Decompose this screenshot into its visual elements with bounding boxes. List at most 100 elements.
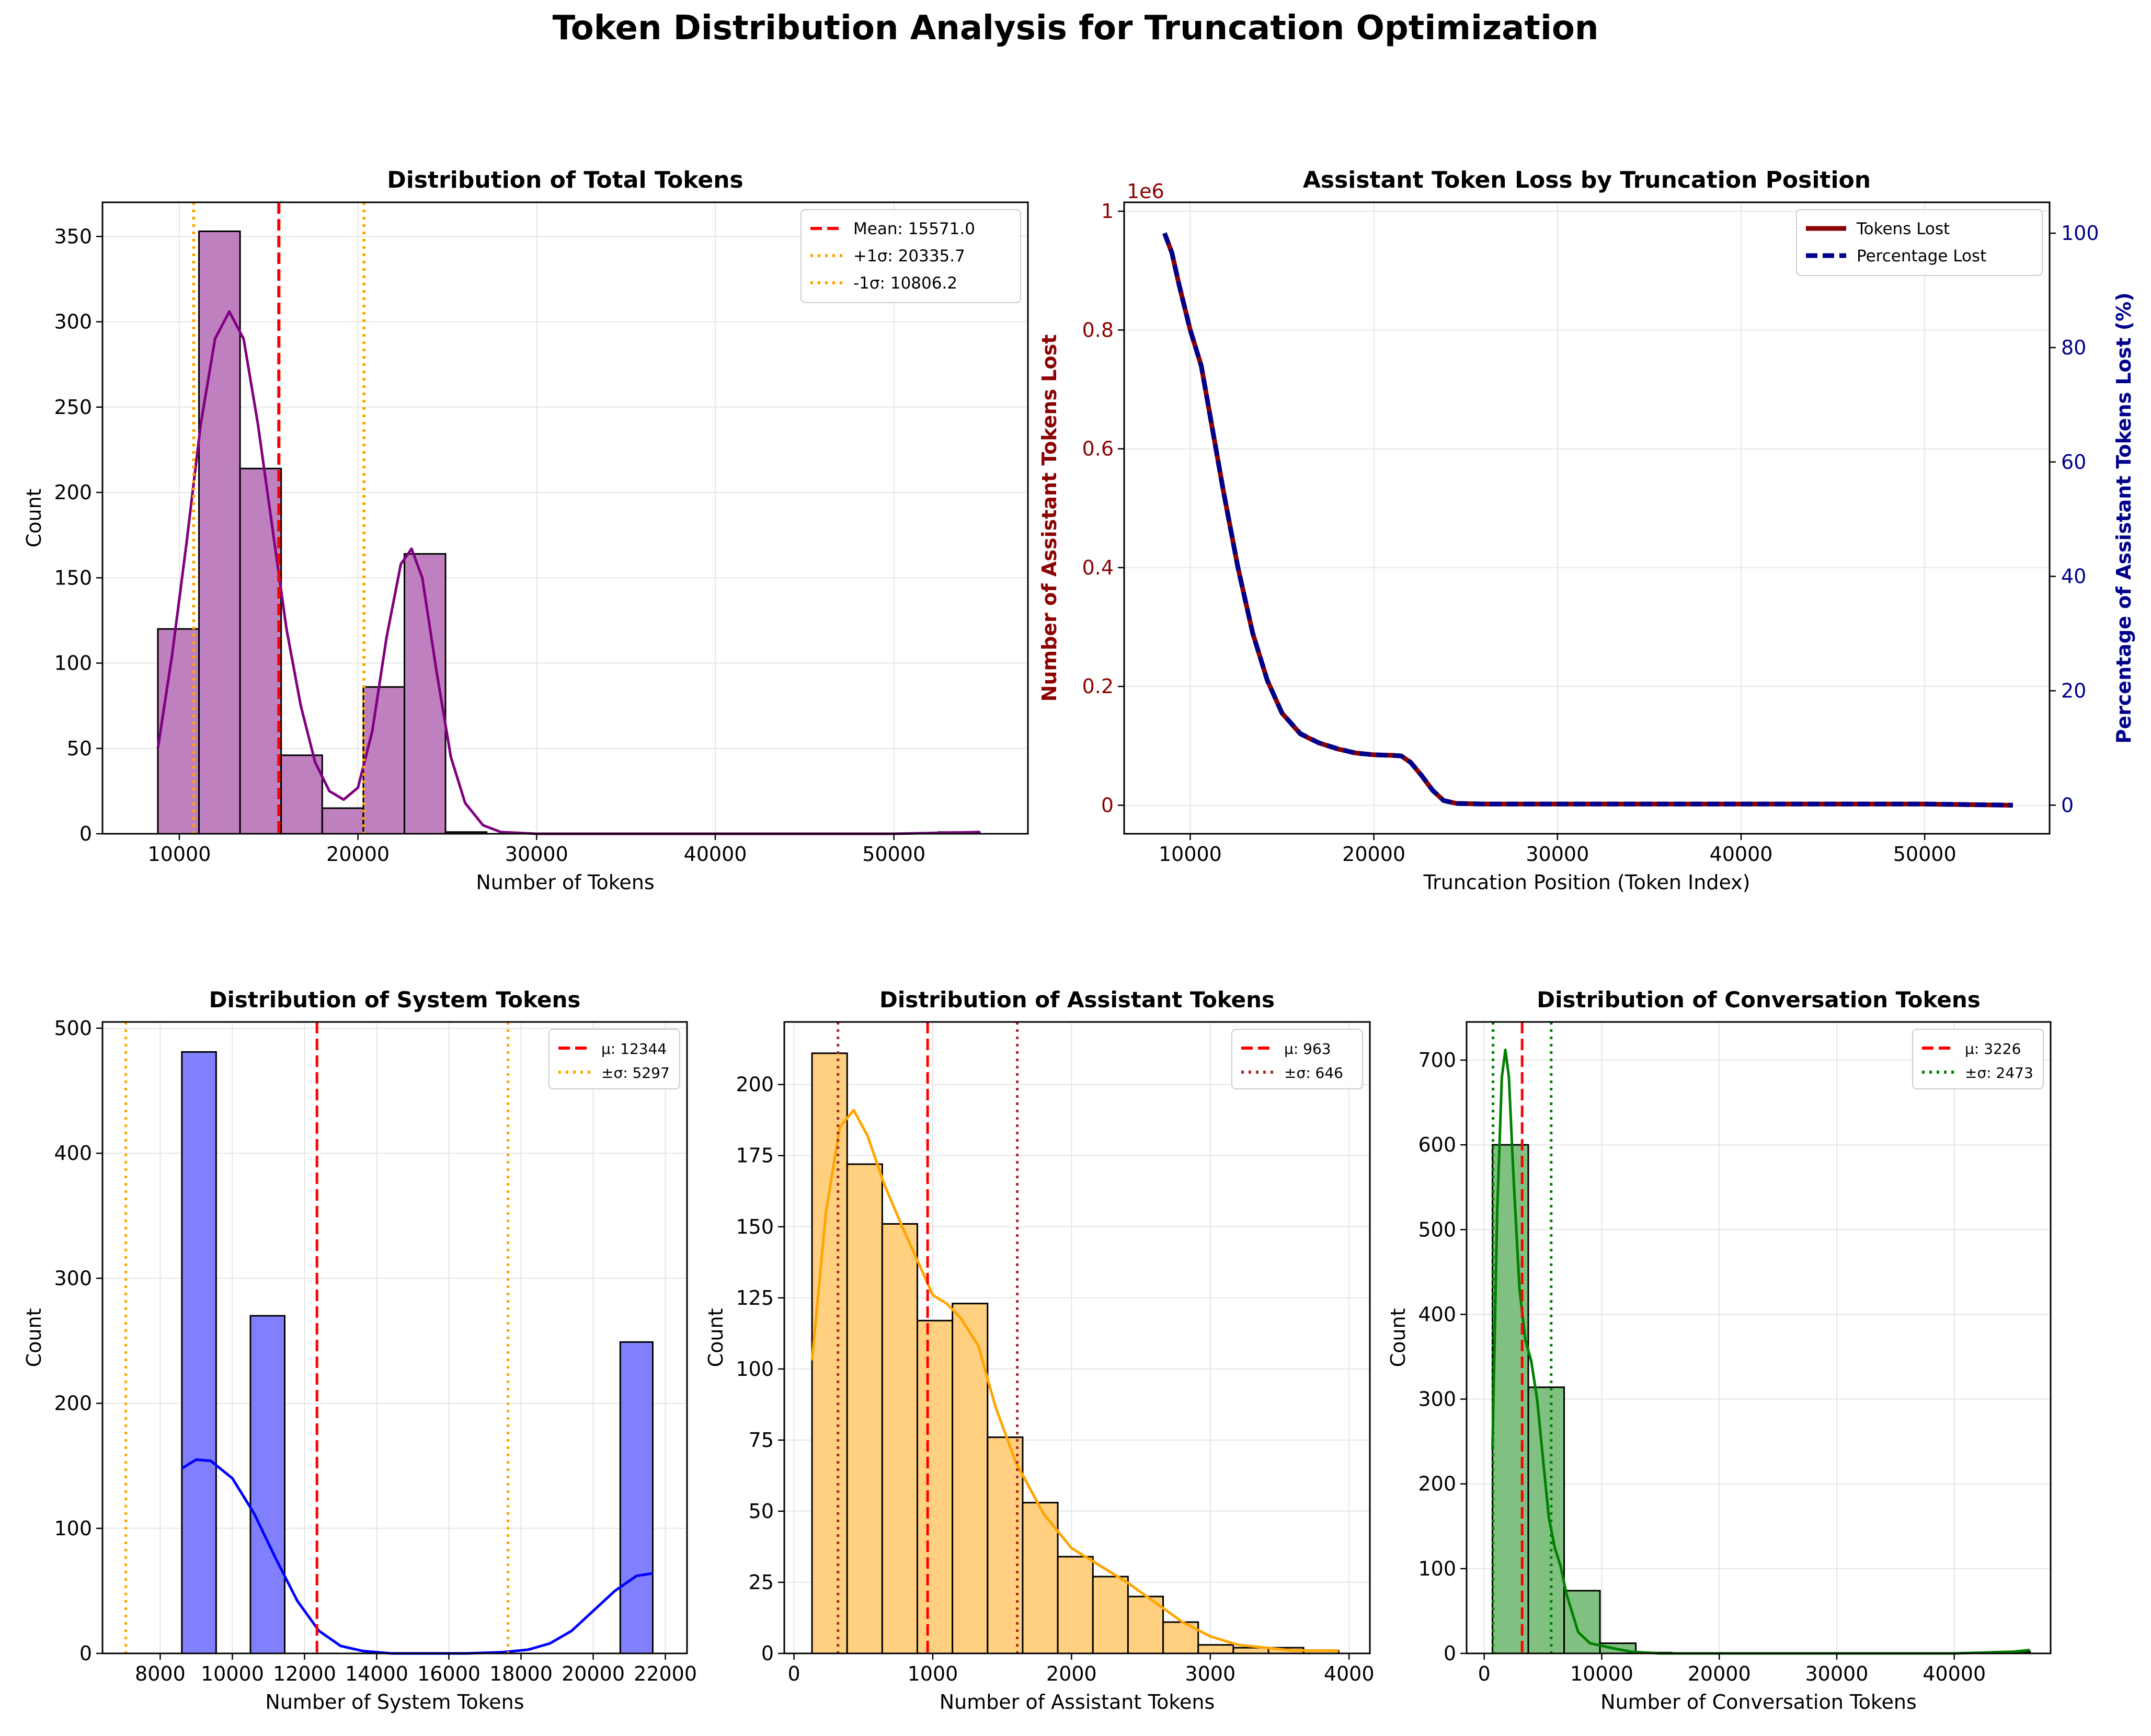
y-axis-label: Number of Assistant Tokens Lost [1038,335,1061,702]
x-tick-label: 1000 [908,1662,958,1685]
y-tick-label: 1 [1101,200,1114,223]
y2-tick-label: 40 [2061,565,2086,588]
legend: μ: 963 ±σ: 646 [1231,1029,1363,1089]
x-tick-label: 4000 [1324,1662,1375,1685]
y-tick-label: 250 [54,396,92,419]
y-tick-label: 500 [54,1017,92,1040]
y-tick-label: 300 [54,1267,92,1290]
x-tick-label: 10000 [1159,843,1222,866]
y-tick-label: 50 [749,1500,774,1523]
y-tick-label: 300 [1418,1388,1456,1411]
y-tick-label: 125 [736,1286,774,1309]
histogram-bar [239,467,282,835]
panel-title: Distribution of Conversation Tokens [1537,987,1980,1013]
y-tick-label: 75 [749,1429,774,1452]
legend-label: μ: 963 [1284,1040,1331,1057]
x-tick-label: 0 [787,1662,800,1685]
histogram-bar [321,807,364,835]
x-tick-label: 10000 [147,843,211,866]
x-tick-label: 30000 [1526,843,1589,866]
x-tick-label: 0 [1478,1662,1491,1685]
legend: Mean: 15571.0 +1σ: 20335.7 -1σ: 10806.2 [800,209,1021,303]
x-tick-label: 20000 [326,843,390,866]
series-line [1162,232,2013,808]
x-tick-label: 20000 [1342,843,1405,866]
chart-loss: 10000 20000 30000 40000 5000000.20.40.60.810… [1038,167,2135,894]
histogram-bar [249,1315,286,1654]
offset-text: 1e6 [1127,180,1164,203]
y-tick-label: 0 [1101,794,1114,817]
figure-title: Token Distribution Analysis for Truncati… [553,9,1599,48]
y2-tick-label: 100 [2061,222,2099,245]
y-tick-label: 400 [1418,1303,1456,1326]
legend-label: μ: 3226 [1965,1040,2021,1057]
legend: μ: 12344 ±σ: 5297 [548,1029,680,1089]
histogram-bar [846,1163,883,1654]
histogram-bar [917,1319,954,1654]
y-tick-label: 200 [54,481,92,504]
x-axis-label: Number of System Tokens [265,1691,524,1714]
chart-conversation: 0 10000 20000 30000 40000 0 100 200 300 400 500 600… [1387,987,2052,1714]
x-tick-label: 20000 [1688,1662,1751,1685]
legend-box [548,1029,680,1089]
histogram-bars [811,1052,1340,1654]
chart-total: 10000 20000 30000 40000 50000 0 50 100 150 200 250… [22,167,1029,894]
histogram-bar [1527,1386,1565,1654]
legend-label: ±σ: 646 [1284,1064,1343,1082]
x-tick-label: 40000 [684,843,747,866]
panel-title: Distribution of Total Tokens [387,167,743,193]
legend: Tokens Lost Percentage Lost [1796,209,2043,276]
kde-curve [1491,1049,2030,1655]
y-tick-label: 100 [54,652,92,675]
x-tick-label: 2000 [1046,1662,1097,1685]
legend-label: ±σ: 2473 [1965,1064,2033,1082]
y-tick-label: 500 [1418,1218,1456,1241]
panels: 10000 20000 30000 40000 50000050100150200250… [22,167,2135,1714]
x-axis-label: Number of Tokens [476,871,654,894]
y2-tick-label: 0 [2061,794,2074,817]
legend-label: Tokens Lost [1856,220,1950,238]
y-tick-label: 100 [1418,1557,1456,1580]
y-tick-label: 50 [67,737,92,760]
y-tick-label: 0 [1444,1642,1456,1665]
y-axis-label: Count [704,1308,727,1367]
axes-frame [1466,1021,2052,1654]
y-tick-label: 0.4 [1082,556,1114,579]
y2-tick-label: 80 [2061,336,2086,359]
y2-tick-label: 60 [2061,451,2086,474]
panel-title: Assistant Token Loss by Truncation Posit… [1303,167,1871,193]
x-tick-label: 20000 [562,1662,625,1685]
y-tick-label: 150 [736,1215,774,1238]
legend: μ: 3226 ±σ: 2473 [1912,1029,2044,1089]
y-tick-label: 0.6 [1082,438,1114,461]
axes-frame [783,1021,1371,1654]
histogram-bar [1197,1644,1234,1654]
axes-frame [101,1021,688,1654]
x-tick-label: 12000 [273,1662,336,1685]
histogram-bar [181,1051,217,1654]
y-tick-label: 0.2 [1082,675,1114,698]
histogram-bar [619,1341,654,1654]
axes-frame [101,201,1029,835]
x-tick-label: 10000 [201,1662,264,1685]
x-tick-label: 30000 [505,843,568,866]
y-axis-label: Count [22,1308,45,1367]
x-tick-label: 50000 [1893,843,1957,866]
y-tick-label: 200 [1418,1473,1456,1496]
x-tick-label: 8000 [135,1662,186,1685]
y-tick-label: 200 [736,1073,774,1096]
axes-frame [1123,201,2051,835]
histogram-bar [1092,1576,1129,1654]
legend-box [1912,1029,2044,1089]
x-tick-label: 18000 [489,1662,553,1685]
y-tick-label: 100 [54,1517,92,1540]
legend-label: μ: 12344 [601,1040,667,1057]
chart-assistant: 0 1000 2000 3000 4000 0 25 50 75 100 125 150 175 200 D… [704,987,1375,1714]
histogram-bars [157,231,981,835]
y-tick-label: 0 [79,1642,92,1665]
legend-label: ±σ: 5297 [601,1064,670,1082]
y-tick-label: 0 [761,1642,774,1665]
x-tick-label: 30000 [1805,1662,1869,1685]
legend-label: -1σ: 10806.2 [853,274,957,293]
